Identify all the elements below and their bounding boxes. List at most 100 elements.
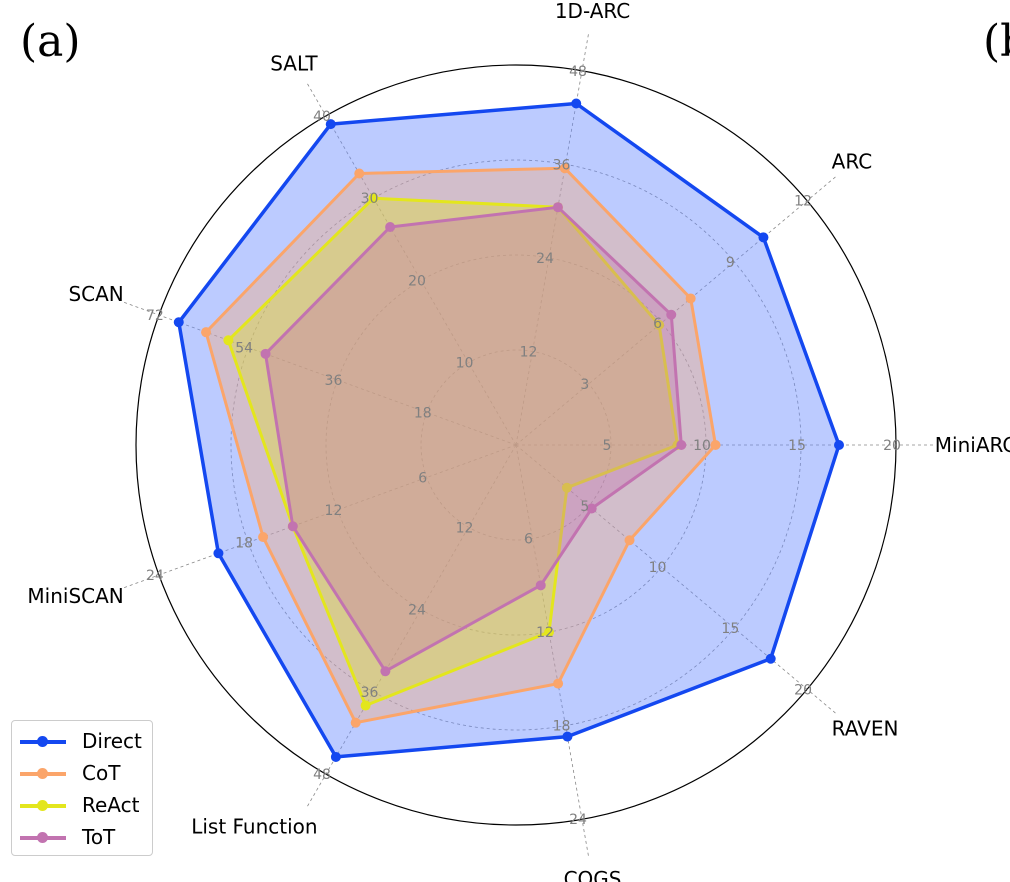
tick-label-1d-arc-12: 12	[520, 344, 538, 360]
series-fill-direct	[178, 103, 840, 757]
tick-label-miniscan-12: 12	[325, 503, 343, 519]
point-tot-list-function	[380, 666, 391, 677]
spoke-cogs	[515, 444, 589, 857]
tick-label-miniarc-10: 10	[693, 438, 711, 454]
panel-label-b: (b	[983, 16, 1010, 67]
grid-ring-1	[420, 349, 612, 541]
point-cot-miniarc	[710, 440, 721, 450]
axis-label-miniscan: MiniSCAN	[27, 584, 123, 608]
tick-label-miniarc-20: 20	[883, 438, 901, 454]
axis-label-cogs: COGS	[564, 867, 622, 882]
legend-marker-tot	[37, 832, 48, 843]
point-tot-miniscan	[287, 521, 298, 532]
legend-item-cot: CoT	[12, 759, 152, 787]
tick-label-miniarc-5: 5	[603, 438, 612, 454]
point-cot-1d-arc	[559, 163, 570, 174]
tick-label-list-function-24: 24	[408, 603, 426, 619]
point-direct-scan	[173, 317, 184, 328]
tick-label-arc-12: 12	[794, 194, 812, 210]
legend-item-react: ReAct	[12, 791, 152, 819]
tick-label-raven-10: 10	[649, 560, 667, 576]
legend-item-tot: ToT	[12, 823, 152, 851]
legend-label-cot: CoT	[82, 761, 121, 785]
spoke-miniscan	[123, 444, 517, 589]
spoke-raven	[515, 444, 837, 714]
tick-label-salt-20: 20	[408, 273, 426, 289]
point-react-list-function	[360, 700, 371, 711]
radar-tick-labels: 5 10 15 20369121224364810203040183654726121…	[146, 64, 901, 828]
axis-label-arc: ARC	[832, 150, 873, 174]
point-tot-salt	[385, 221, 396, 232]
tick-label-scan-54: 54	[235, 341, 253, 357]
tick-label-miniarc-15: 15	[788, 438, 806, 454]
radar-axis-labels: MiniARC ARC 1D-ARC SALT SCAN MiniSCAN List Fun…	[27, 0, 1010, 882]
spoke-scan	[123, 301, 517, 446]
tick-label-miniscan-24: 24	[146, 568, 164, 584]
point-direct-raven	[765, 653, 776, 664]
series-line-cot	[204, 166, 717, 725]
tick-label-raven-20: 20	[794, 682, 812, 698]
point-cot-miniscan	[258, 532, 269, 543]
legend: Direct CoT ReAct ToT	[11, 720, 153, 856]
tick-label-cogs-18: 18	[553, 719, 571, 735]
axis-label-list-function: List Function	[191, 815, 317, 839]
series-line-direct	[177, 101, 841, 759]
point-cot-scan	[201, 327, 212, 338]
grid-ring-2	[325, 254, 707, 636]
point-direct-list-function	[330, 751, 341, 762]
point-tot-raven	[586, 503, 597, 514]
legend-label-tot: ToT	[82, 825, 116, 849]
point-cot-raven	[624, 535, 635, 546]
point-direct-cogs	[562, 731, 573, 742]
tick-label-1d-arc-36: 36	[553, 157, 571, 173]
point-react-salt	[368, 193, 379, 204]
point-tot-arc	[666, 309, 677, 320]
tick-label-1d-arc-48: 48	[569, 64, 587, 80]
legend-label-react: ReAct	[82, 793, 140, 817]
tick-label-cogs-24: 24	[569, 812, 587, 828]
tick-label-scan-36: 36	[325, 373, 343, 389]
point-react-arc	[654, 319, 665, 330]
tick-label-arc-6: 6	[653, 316, 662, 332]
tick-label-miniscan-18: 18	[235, 535, 253, 551]
point-direct-1d-arc	[571, 98, 582, 109]
spoke-list-function	[306, 444, 517, 808]
panel-label-a: (a)	[20, 16, 81, 67]
tick-label-cogs-6: 6	[524, 532, 533, 548]
tick-label-salt-40: 40	[313, 109, 331, 125]
point-cot-list-function	[350, 717, 361, 728]
point-react-scan	[223, 335, 234, 346]
spoke-salt	[306, 82, 517, 446]
tick-label-raven-15: 15	[721, 621, 739, 637]
tick-label-list-function-12: 12	[456, 520, 474, 536]
point-tot-cogs	[535, 580, 546, 591]
legend-label-direct: Direct	[82, 729, 142, 753]
series-fill-tot	[265, 207, 682, 672]
legend-marker-react	[37, 800, 48, 811]
tick-label-list-function-36: 36	[361, 685, 379, 701]
point-cot-salt	[354, 168, 365, 179]
point-react-cogs	[543, 627, 554, 638]
point-tot-miniarc	[676, 440, 687, 450]
series-fill-cot	[206, 168, 716, 723]
point-tot-scan	[260, 348, 271, 359]
point-react-raven	[561, 482, 572, 493]
point-cot-arc	[685, 293, 696, 304]
legend-item-direct: Direct	[12, 727, 152, 755]
tick-label-scan-72: 72	[146, 308, 164, 324]
radar-series	[173, 98, 844, 762]
tick-label-raven-5: 5	[580, 499, 589, 515]
tick-label-arc-3: 3	[580, 377, 589, 393]
tick-label-miniscan-6: 6	[418, 470, 427, 486]
radar-grid	[123, 33, 934, 857]
point-tot-1d-arc	[552, 202, 563, 213]
point-cot-cogs	[553, 678, 564, 689]
legend-marker-direct	[37, 736, 48, 747]
point-direct-miniscan	[213, 548, 224, 559]
tick-label-cogs-12: 12	[536, 625, 554, 641]
point-direct-miniarc	[834, 440, 844, 450]
axis-label-raven: RAVEN	[832, 716, 899, 740]
point-direct-arc	[758, 232, 769, 243]
axis-label-scan: SCAN	[68, 282, 123, 306]
